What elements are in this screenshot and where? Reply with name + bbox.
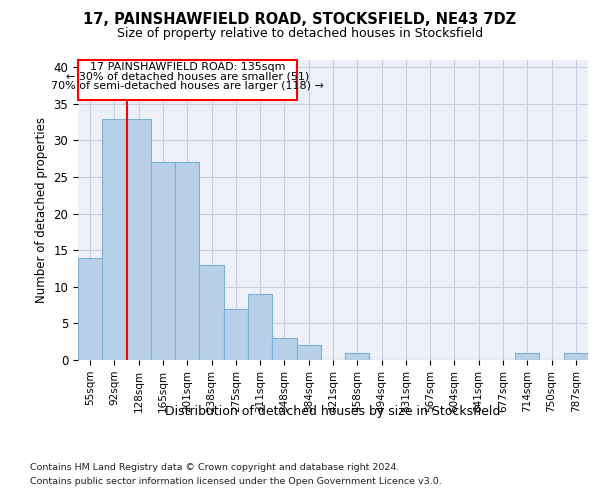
Y-axis label: Number of detached properties: Number of detached properties — [35, 117, 48, 303]
Text: ← 30% of detached houses are smaller (51): ← 30% of detached houses are smaller (51… — [65, 72, 309, 82]
Bar — [102, 118, 127, 360]
Bar — [151, 162, 175, 360]
Bar — [296, 346, 321, 360]
Bar — [127, 118, 151, 360]
Text: Contains HM Land Registry data © Crown copyright and database right 2024.: Contains HM Land Registry data © Crown c… — [30, 462, 400, 471]
Bar — [564, 352, 588, 360]
FancyBboxPatch shape — [78, 60, 296, 100]
Bar — [78, 258, 102, 360]
Text: 70% of semi-detached houses are larger (118) →: 70% of semi-detached houses are larger (… — [51, 81, 324, 91]
Bar — [515, 352, 539, 360]
Bar — [248, 294, 272, 360]
Text: Contains public sector information licensed under the Open Government Licence v3: Contains public sector information licen… — [30, 478, 442, 486]
Text: Size of property relative to detached houses in Stocksfield: Size of property relative to detached ho… — [117, 28, 483, 40]
Bar — [175, 162, 199, 360]
Bar — [345, 352, 370, 360]
Text: 17, PAINSHAWFIELD ROAD, STOCKSFIELD, NE43 7DZ: 17, PAINSHAWFIELD ROAD, STOCKSFIELD, NE4… — [83, 12, 517, 28]
Text: 17 PAINSHAWFIELD ROAD: 135sqm: 17 PAINSHAWFIELD ROAD: 135sqm — [89, 62, 285, 72]
Text: Distribution of detached houses by size in Stocksfield: Distribution of detached houses by size … — [166, 405, 500, 418]
Bar — [224, 309, 248, 360]
Bar — [272, 338, 296, 360]
Bar — [199, 265, 224, 360]
